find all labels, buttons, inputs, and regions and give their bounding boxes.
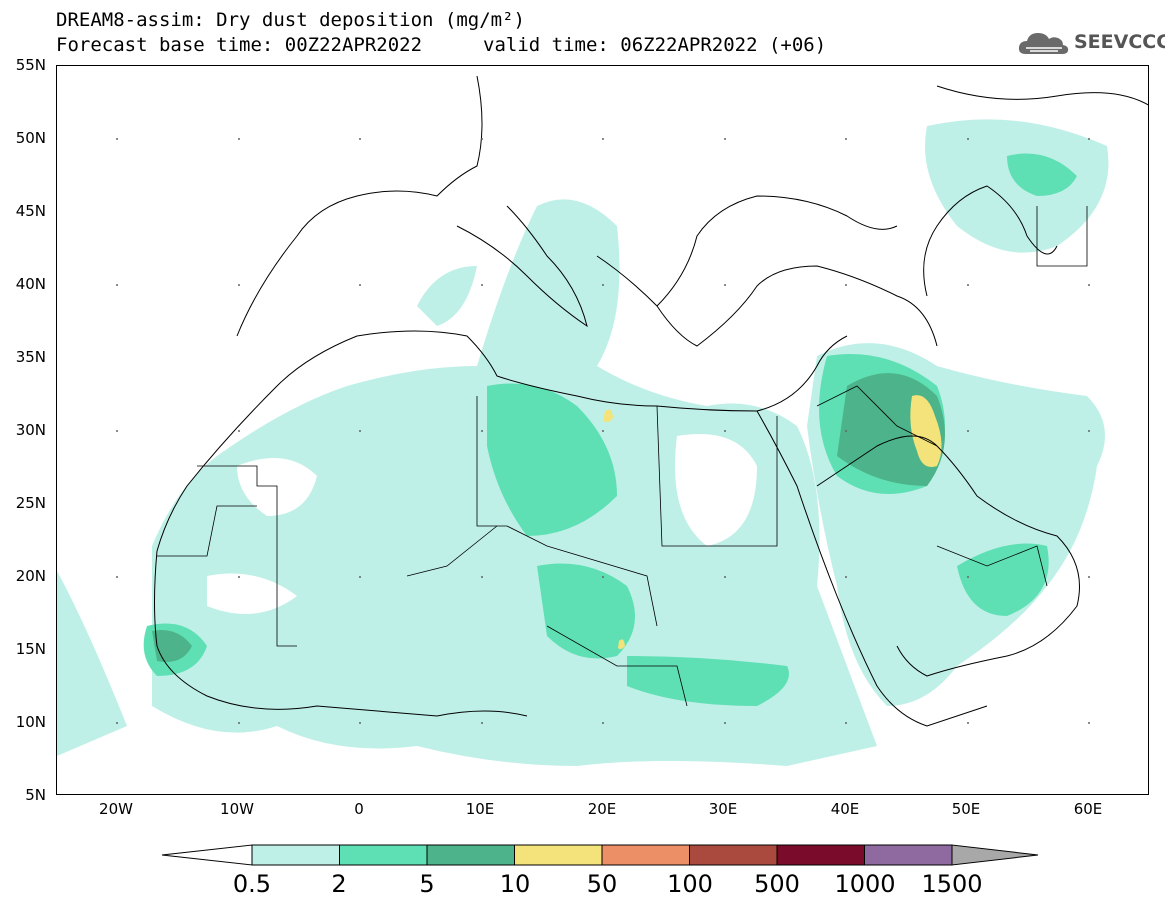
- colorbar-label-5: 5: [419, 870, 435, 898]
- colorbar-label-10: 10: [499, 870, 531, 898]
- colorbar-cell-4: [601, 844, 690, 866]
- lon-tick-0: 0: [354, 800, 364, 818]
- lon-tick-30e: 30E: [708, 800, 738, 818]
- lat-tick-45n: 45N: [15, 202, 46, 220]
- colorbar-cell-3: [514, 844, 603, 866]
- colorbar-label-1500: 1500: [921, 870, 983, 898]
- cloud-icon: [1018, 33, 1069, 54]
- lat-lon-grid-dots: [116, 138, 1090, 724]
- colorbar-label-50: 50: [586, 870, 618, 898]
- colorbar-cell-7: [864, 844, 953, 866]
- lat-tick-55n: 55N: [15, 56, 46, 74]
- lat-tick-50n: 50N: [15, 129, 46, 147]
- lat-tick-20n: 20N: [15, 567, 46, 585]
- colorbar-over-arrow: [951, 844, 1039, 866]
- logo-text: SEEVCCC: [1074, 31, 1165, 53]
- country-borders: [157, 206, 1088, 707]
- deposition-level-10: [603, 395, 942, 650]
- lat-tick-35n: 35N: [15, 348, 46, 366]
- lon-tick-20e: 20E: [587, 800, 617, 818]
- colorbar-label-0-5: 0.5: [232, 870, 272, 898]
- coastlines: [154, 75, 1148, 727]
- lon-tick-20w: 20W: [99, 800, 133, 818]
- colorbar: [161, 844, 1039, 866]
- colorbar-label-1000: 1000: [834, 870, 896, 898]
- deposition-map: [57, 75, 1148, 767]
- forecast-base-time: Forecast base time: 00Z22APR2022: [56, 34, 423, 56]
- lat-tick-5n: 5N: [25, 786, 46, 804]
- colorbar-label-500: 500: [754, 870, 800, 898]
- lon-tick-40e: 40E: [830, 800, 860, 818]
- colorbar-cell-5: [689, 844, 778, 866]
- colorbar-label-2: 2: [331, 870, 347, 898]
- colorbar-cell-2: [426, 844, 515, 866]
- lat-tick-30n: 30N: [15, 421, 46, 439]
- colorbar-under-arrow: [161, 844, 253, 866]
- colorbar-cell-0: [251, 844, 340, 866]
- valid-time: valid time: 06Z22APR2022 (+06): [483, 34, 827, 56]
- lat-tick-15n: 15N: [15, 640, 46, 658]
- map-panel: [56, 65, 1149, 795]
- lat-tick-25n: 25N: [15, 494, 46, 512]
- colorbar-cell-6: [776, 844, 865, 866]
- lon-tick-10w: 10W: [220, 800, 254, 818]
- colorbar-cell-1: [339, 844, 428, 866]
- lat-tick-10n: 10N: [15, 713, 46, 731]
- lon-tick-50e: 50E: [951, 800, 981, 818]
- lon-tick-60e: 60E: [1073, 800, 1103, 818]
- colorbar-label-100: 100: [667, 870, 713, 898]
- map-title: DREAM8-assim: Dry dust deposition (mg/m²…: [56, 9, 525, 31]
- lon-tick-10e: 10E: [465, 800, 495, 818]
- lat-tick-40n: 40N: [15, 275, 46, 293]
- seevccc-logo: SEEVCCC: [1018, 28, 1165, 58]
